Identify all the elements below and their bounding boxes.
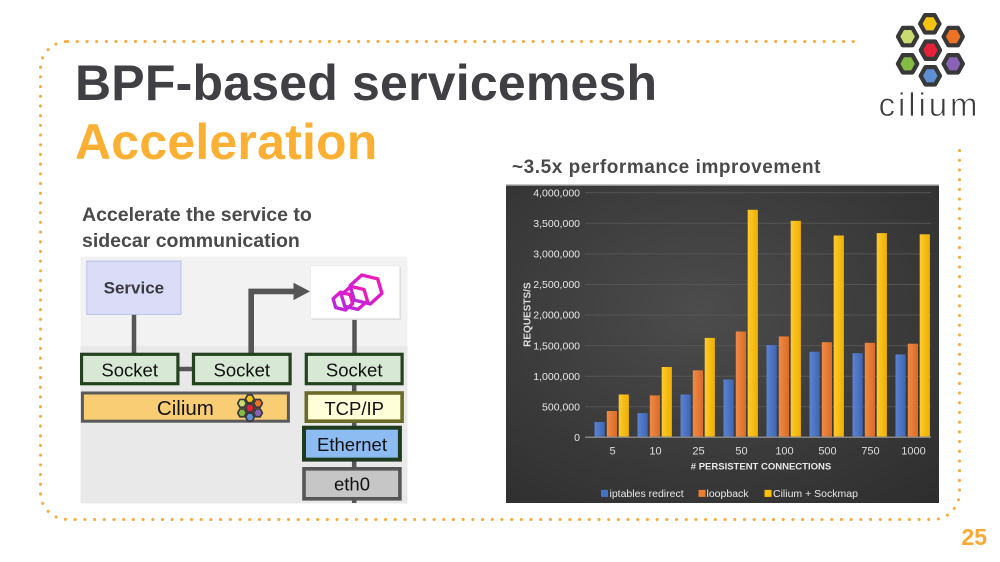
svg-text:Socket: Socket <box>326 359 383 380</box>
svg-text:50: 50 <box>735 445 747 457</box>
svg-text:Service: Service <box>104 279 164 298</box>
svg-text:REQUESTS/S: REQUESTS/S <box>523 282 534 347</box>
svg-text:3,000,000: 3,000,000 <box>533 249 580 261</box>
svg-text:Socket: Socket <box>101 359 158 380</box>
svg-text:0: 0 <box>574 432 580 444</box>
svg-text:iptables redirect: iptables redirect <box>610 488 684 500</box>
svg-text:3,500,000: 3,500,000 <box>533 218 580 230</box>
svg-text:TCP/IP: TCP/IP <box>324 398 384 419</box>
svg-text:25: 25 <box>692 445 704 457</box>
svg-text:Socket: Socket <box>214 359 271 380</box>
svg-text:# PERSISTENT CONNECTIONS: # PERSISTENT CONNECTIONS <box>691 462 831 473</box>
svg-text:100: 100 <box>775 445 793 457</box>
svg-text:500,000: 500,000 <box>542 401 580 413</box>
svg-text:750: 750 <box>861 445 879 457</box>
svg-text:loopback: loopback <box>707 488 750 500</box>
svg-text:eth0: eth0 <box>334 474 370 495</box>
svg-text:2,500,000: 2,500,000 <box>533 279 580 291</box>
svg-text:1000: 1000 <box>901 445 925 457</box>
svg-text:4,000,000: 4,000,000 <box>533 188 580 200</box>
svg-text:1,500,000: 1,500,000 <box>533 340 580 352</box>
svg-text:Cilium: Cilium <box>157 397 214 420</box>
svg-text:5: 5 <box>609 445 615 457</box>
svg-text:Ethernet: Ethernet <box>317 434 387 455</box>
svg-text:2,000,000: 2,000,000 <box>533 310 580 322</box>
svg-text:10: 10 <box>649 445 661 457</box>
svg-text:1,000,000: 1,000,000 <box>533 371 580 383</box>
svg-text:500: 500 <box>818 445 836 457</box>
svg-text:Cilium + Sockmap: Cilium + Sockmap <box>773 488 858 500</box>
